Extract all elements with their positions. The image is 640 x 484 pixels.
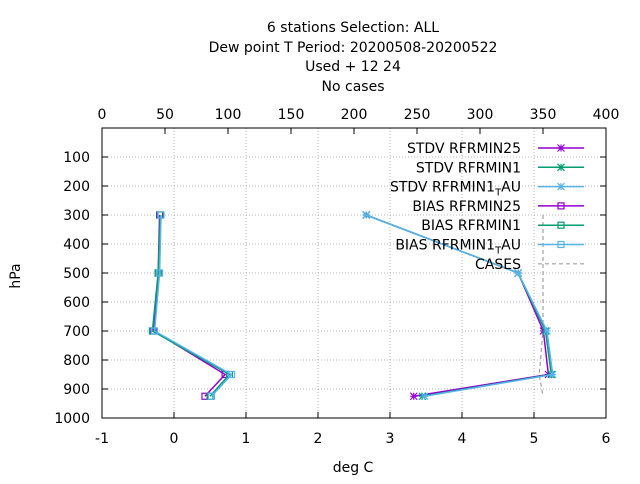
x-axis-label: deg C: [333, 460, 374, 476]
x-tick-label: 6: [602, 431, 611, 447]
legend-label-rest: AU: [501, 238, 521, 254]
x-tick-label: 4: [458, 431, 467, 447]
legend: STDV RFRMIN25 STDV RFRMIN1 STDV RFRMIN1TAU…: [390, 141, 584, 273]
square-marker: [207, 392, 216, 400]
x-tick-label: 2: [314, 431, 323, 447]
chart-title: 6 stations Selection: ALL Dew point T Pe…: [209, 20, 498, 95]
legend-label: STDV RFRMIN1TAU: [390, 180, 521, 199]
series-line: [153, 214, 227, 397]
legend-entry: STDV RFRMIN1: [416, 160, 584, 176]
series: [148, 211, 557, 401]
marker-stroke: [543, 327, 551, 335]
x-tick-label: -1: [95, 431, 109, 447]
square-marker: [150, 327, 159, 335]
star-marker: [557, 182, 565, 191]
y-tick-label: 600: [63, 295, 90, 311]
square-marker: [228, 370, 236, 379]
grid: [102, 128, 606, 418]
x2-tick-label: 250: [404, 107, 431, 123]
x2-tick-label: 0: [98, 107, 107, 123]
legend-subscript: T: [494, 246, 502, 257]
axes: -1 0 1 2 3 4 5 6 0 50 100 150 200 250 300 350 400 100 200 3…: [54, 107, 619, 447]
legend-label: BIAS RFRMIN1TAU: [395, 238, 521, 257]
title-line-3: Used + 12 24: [305, 59, 401, 75]
series-line: [151, 214, 231, 397]
x2-tick-label: 150: [278, 107, 305, 123]
legend-label: BIAS RFRMIN1: [421, 218, 521, 234]
star-marker: [557, 163, 565, 172]
x-tick-label: 0: [170, 431, 179, 447]
square-marker: [557, 221, 565, 229]
star-marker: [409, 392, 418, 401]
series-cases-line: [538, 215, 544, 397]
x-tick-label: 3: [386, 431, 395, 447]
y-tick-label: 1000: [54, 411, 90, 427]
series-3: [150, 211, 229, 400]
marker-stroke: [557, 163, 565, 172]
y-tick-label: 200: [63, 179, 90, 195]
x2-tick-label: 400: [593, 107, 620, 123]
title-line-4: No cases: [322, 79, 385, 95]
y-tick-label: 900: [63, 382, 90, 398]
x-tick-label: 5: [530, 431, 539, 447]
x-tick-label: 1: [242, 431, 251, 447]
legend-label: CASES: [475, 257, 521, 273]
legend-entry: STDV RFRMIN25: [407, 141, 584, 157]
legend-subscript: T: [494, 188, 502, 199]
y-tick-label: 100: [63, 150, 90, 166]
square-marker: [157, 211, 165, 219]
marker-stroke: [420, 392, 429, 401]
x2-tick-label: 350: [530, 107, 557, 123]
series-2: [362, 211, 557, 401]
legend-label: STDV RFRMIN25: [407, 141, 521, 157]
legend-entry: CASES: [475, 257, 584, 273]
y-tick-label: 400: [63, 237, 90, 253]
series-line: [153, 214, 233, 397]
legend-entry: BIAS RFRMIN1TAU: [395, 238, 584, 257]
legend-entry: BIAS RFRMIN25: [412, 199, 584, 215]
square-marker: [557, 240, 565, 249]
legend-entry: BIAS RFRMIN1: [421, 218, 584, 234]
square-marker: [557, 202, 565, 210]
star-marker: [543, 327, 551, 335]
y-tick-label: 500: [63, 266, 90, 282]
x2-tick-label: 100: [215, 107, 242, 123]
series-5: [150, 211, 236, 400]
star-marker: [420, 392, 429, 401]
title-line-1: 6 stations Selection: ALL: [267, 20, 439, 36]
marker-stroke: [548, 370, 557, 379]
marker-stroke: [362, 211, 371, 219]
marker-stroke: [409, 392, 418, 401]
x2-tick-label: 200: [341, 107, 368, 123]
legend-label-rest: AU: [501, 180, 521, 196]
x2-tick-label: 50: [156, 107, 174, 123]
legend-label: STDV RFRMIN1: [416, 160, 521, 176]
star-marker: [557, 144, 565, 152]
y-tick-label: 300: [63, 208, 90, 224]
star-marker: [548, 370, 557, 379]
square-marker: [156, 269, 164, 277]
star-marker: [514, 269, 523, 277]
x2-tick-label: 300: [467, 107, 494, 123]
marker-stroke: [514, 269, 523, 277]
marker-stroke: [557, 144, 565, 152]
legend-entry: STDV RFRMIN1TAU: [390, 180, 584, 199]
title-line-2: Dew point T Period: 20200508-20200522: [209, 40, 498, 56]
y-axis-label: hPa: [8, 263, 24, 288]
marker-stroke: [557, 182, 565, 191]
legend-label: BIAS RFRMIN25: [412, 199, 521, 215]
star-marker: [362, 211, 371, 219]
y-tick-label: 800: [63, 353, 90, 369]
y-tick-label: 700: [63, 324, 90, 340]
